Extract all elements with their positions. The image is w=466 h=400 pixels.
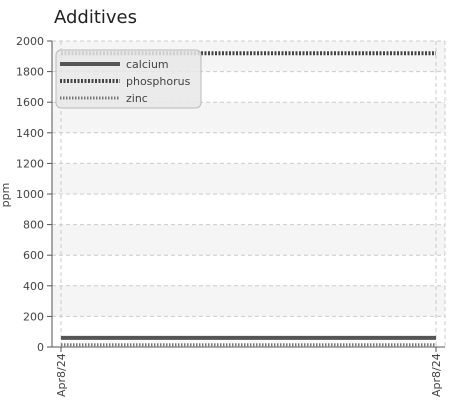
y-tick-label: 2000 bbox=[16, 35, 44, 48]
y-tick-label: 0 bbox=[37, 341, 44, 354]
x-axis-ticks: Apr8/24 Apr8/24 bbox=[55, 347, 443, 397]
plot-bands bbox=[52, 41, 445, 317]
legend-label-zinc: zinc bbox=[126, 92, 148, 105]
legend-label-calcium: calcium bbox=[126, 58, 169, 71]
plot-band bbox=[52, 285, 445, 317]
y-tick-label: 800 bbox=[23, 219, 44, 232]
y-tick-label: 200 bbox=[23, 310, 44, 323]
y-axis-label: ppm bbox=[0, 183, 12, 208]
x-tick-label: Apr8/24 bbox=[55, 353, 68, 397]
y-tick-label: 1200 bbox=[16, 157, 44, 170]
y-tick-label: 600 bbox=[23, 249, 44, 262]
y-axis-ticks: 0 200 400 600 800 1000 1200 1400 1600 1800 2000 bbox=[16, 35, 52, 354]
legend-label-phosphorus: phosphorus bbox=[126, 75, 191, 88]
plot-band bbox=[52, 163, 445, 194]
chart-title: Additives bbox=[54, 7, 138, 28]
y-tick-label: 400 bbox=[23, 280, 44, 293]
plot-band bbox=[52, 224, 445, 256]
y-tick-label: 1600 bbox=[16, 96, 44, 109]
x-tick-label: Apr8/24 bbox=[430, 353, 443, 397]
y-tick-label: 1400 bbox=[16, 127, 44, 140]
series-lines bbox=[61, 51, 436, 347]
y-tick-label: 1000 bbox=[16, 188, 44, 201]
y-tick-label: 1800 bbox=[16, 66, 44, 79]
legend: calcium phosphorus zinc bbox=[55, 49, 202, 109]
